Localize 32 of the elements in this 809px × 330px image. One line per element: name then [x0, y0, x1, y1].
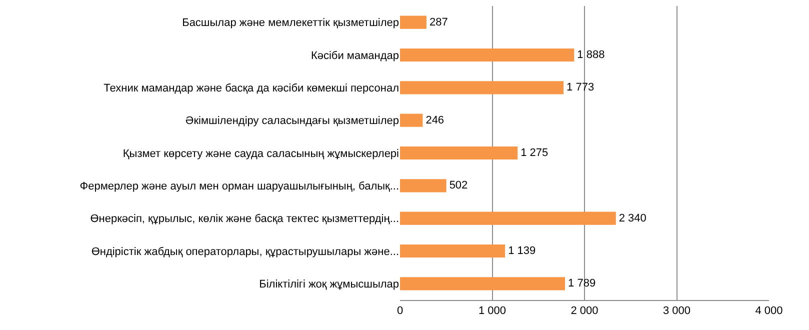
data-label: 246	[426, 114, 444, 126]
data-label: 1 773	[566, 82, 594, 94]
x-tick-label: 0	[396, 305, 404, 318]
data-label: 1 275	[520, 147, 548, 159]
data-label: 2 340	[618, 212, 646, 224]
y-tick-label: Өнеркәсіп, құрылыс, көлік және басқа тектес қызметтердің...	[90, 213, 399, 226]
bar	[400, 146, 518, 160]
y-tick-label: Қызмет көрсету және сауда саласының жұмыскерлері	[122, 148, 399, 160]
x-tick-label: 3 000	[662, 305, 691, 318]
bar	[400, 179, 446, 192]
y-tick-label: Біліктілігі жоқ жұмысшылар	[259, 278, 399, 291]
data-label: 1 888	[577, 49, 605, 61]
bar	[400, 277, 566, 290]
x-tick-label: 2 000	[570, 305, 598, 318]
y-tick-label: Кәсіби мамандар	[310, 50, 399, 62]
bar	[400, 244, 506, 258]
data-label: 1 139	[508, 245, 536, 257]
data-label: 502	[449, 180, 468, 192]
y-tick-label: Өндірістік жабдық операторлары, құрастырушылары және...	[91, 246, 399, 258]
data-label: 287	[429, 16, 448, 28]
bar	[400, 81, 564, 94]
bar	[400, 48, 574, 62]
bar	[400, 16, 426, 29]
y-tick-label: Фермерлер және ауыл мен орман шаруашылығының, балық...	[80, 180, 399, 193]
data-label: 1 789	[568, 278, 596, 290]
bar	[400, 212, 616, 225]
x-tick-label: 1 000	[478, 305, 506, 318]
bar	[400, 114, 423, 127]
y-tick-label: Басшылар және мемлекеттік қызметшілер	[182, 17, 399, 30]
y-tick-label: Техник мамандар және басқа да кәсіби көмекші персонал	[104, 82, 399, 95]
y-tick-label: Әкімшілендіру саласындағы қызметшілер	[185, 115, 399, 128]
x-tick-label: 4 000	[755, 305, 783, 318]
